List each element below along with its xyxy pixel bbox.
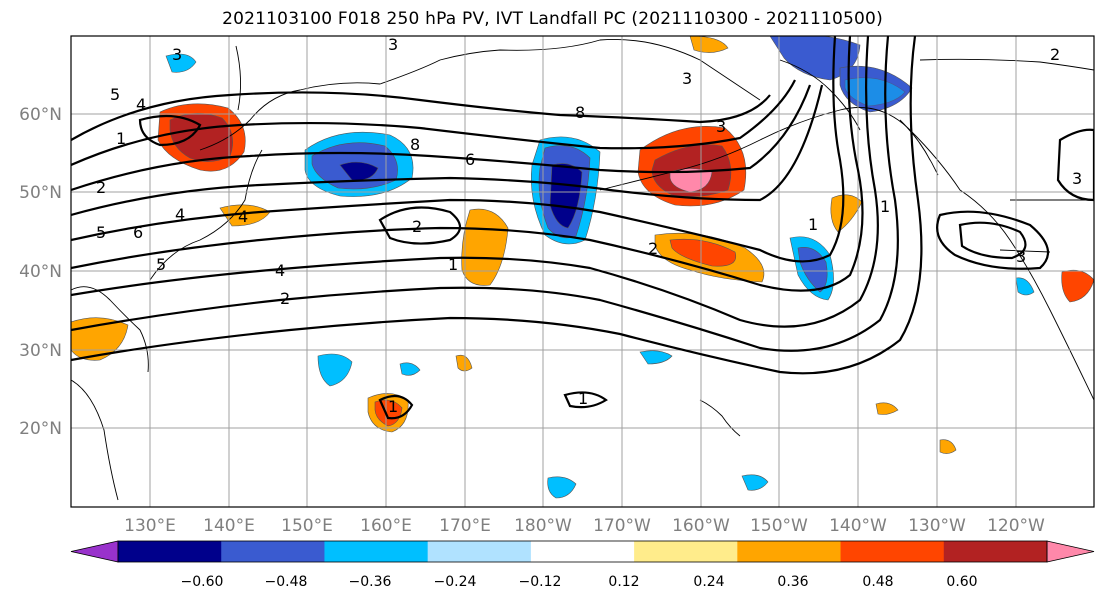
contour-label: 4 [275,261,285,280]
contour-label: 4 [136,95,146,114]
contour-label: 8 [575,103,585,122]
lat-labels: 60°N 50°N 40°N 30°N 20°N [19,105,62,439]
colorbar-tick-label: −0.48 [265,574,308,590]
lat-label: 30°N [19,341,62,361]
contour-label: 5 [96,223,106,242]
lon-label: 140°E [203,516,255,536]
contour-label: 2 [96,178,106,197]
lat-label: 60°N [19,105,62,125]
map-frame [70,35,1095,508]
lon-label: 130°E [124,516,176,536]
lat-label: 20°N [19,419,62,439]
colorbar [70,540,1095,563]
colorbar-segment [530,541,635,562]
lon-labels: 130°E 140°E 150°E 160°E 170°E 180°W 170°… [124,516,1045,536]
contour-label: 1 [116,129,126,148]
lat-label: 40°N [19,262,62,282]
lon-label: 160°W [672,516,730,536]
contour-label: 1 [880,197,890,216]
contour-label: 2 [648,239,658,258]
colorbar-segment [221,541,325,562]
colorbar-extend-low [70,540,119,563]
colorbar-tick-label: 0.24 [693,574,724,590]
colorbar-tick-label: −0.12 [519,574,562,590]
colorbar-segment [943,541,1048,562]
colorbar-segment [840,541,945,562]
contour-label: 3 [716,117,726,136]
contour-label: 4 [175,205,185,224]
colorbar-segment [427,541,532,562]
contour-label: 2 [1050,45,1060,64]
colorbar-segment [118,541,222,562]
graticule [71,36,1094,507]
lon-label: 170°E [439,516,491,536]
contour-label: 3 [388,35,398,54]
colorbar-tick-label: −0.24 [434,574,477,590]
contour-label: 3 [1016,247,1026,266]
map-title: 2021103100 F018 250 hPa PV, IVT Landfall… [222,9,883,29]
colorbar-segment [324,541,429,562]
contour-label: 6 [465,150,475,169]
contour-label: 3 [1072,169,1082,188]
colorbar-tick-labels: −0.60 −0.48 −0.36 −0.24 −0.12 0.12 0.24 … [181,574,978,590]
contour-label: 4 [238,207,248,226]
contour-label: 3 [682,69,692,88]
colorbar-tick-label: 0.48 [862,574,893,590]
contour-label: 1 [448,255,458,274]
lon-label: 120°W [987,516,1045,536]
contour-label: 5 [110,85,120,104]
colorbar-tick-label: −0.60 [181,574,224,590]
contour-label: 6 [133,223,143,242]
colorbar-extend-high [1046,540,1095,563]
contour-label: 2 [412,217,422,236]
lon-label: 150°W [750,516,808,536]
contour-label: 8 [410,135,420,154]
lon-label: 140°W [829,516,887,536]
colorbar-tick-label: 0.60 [946,574,977,590]
lon-label: 130°W [908,516,966,536]
colorbar-tick-label: 0.12 [608,574,639,590]
pv-contours [71,36,1094,420]
colorbar-segment [737,541,842,562]
lon-label: 180°W [514,516,572,536]
colorbar-tick-label: −0.36 [349,574,392,590]
lon-label: 150°E [281,516,333,536]
colorbar-tick-label: 0.36 [777,574,808,590]
contour-label: 1 [578,389,588,408]
contour-label: 5 [156,255,166,274]
coastlines [71,39,1094,501]
lon-label: 160°E [360,516,412,536]
lon-label: 170°W [593,516,651,536]
contour-label: 2 [280,289,290,308]
contour-label: 1 [808,215,818,234]
contour-labels: 3 5 4 1 2 5 6 4 5 2 2 6 8 8 1 4 2 3 3 3 … [96,35,1082,416]
contour-label: 3 [172,45,182,64]
colorbar-frame [117,540,1048,563]
colorbar-segment [634,541,738,562]
lat-label: 50°N [19,183,62,203]
contour-label: 1 [388,397,398,416]
